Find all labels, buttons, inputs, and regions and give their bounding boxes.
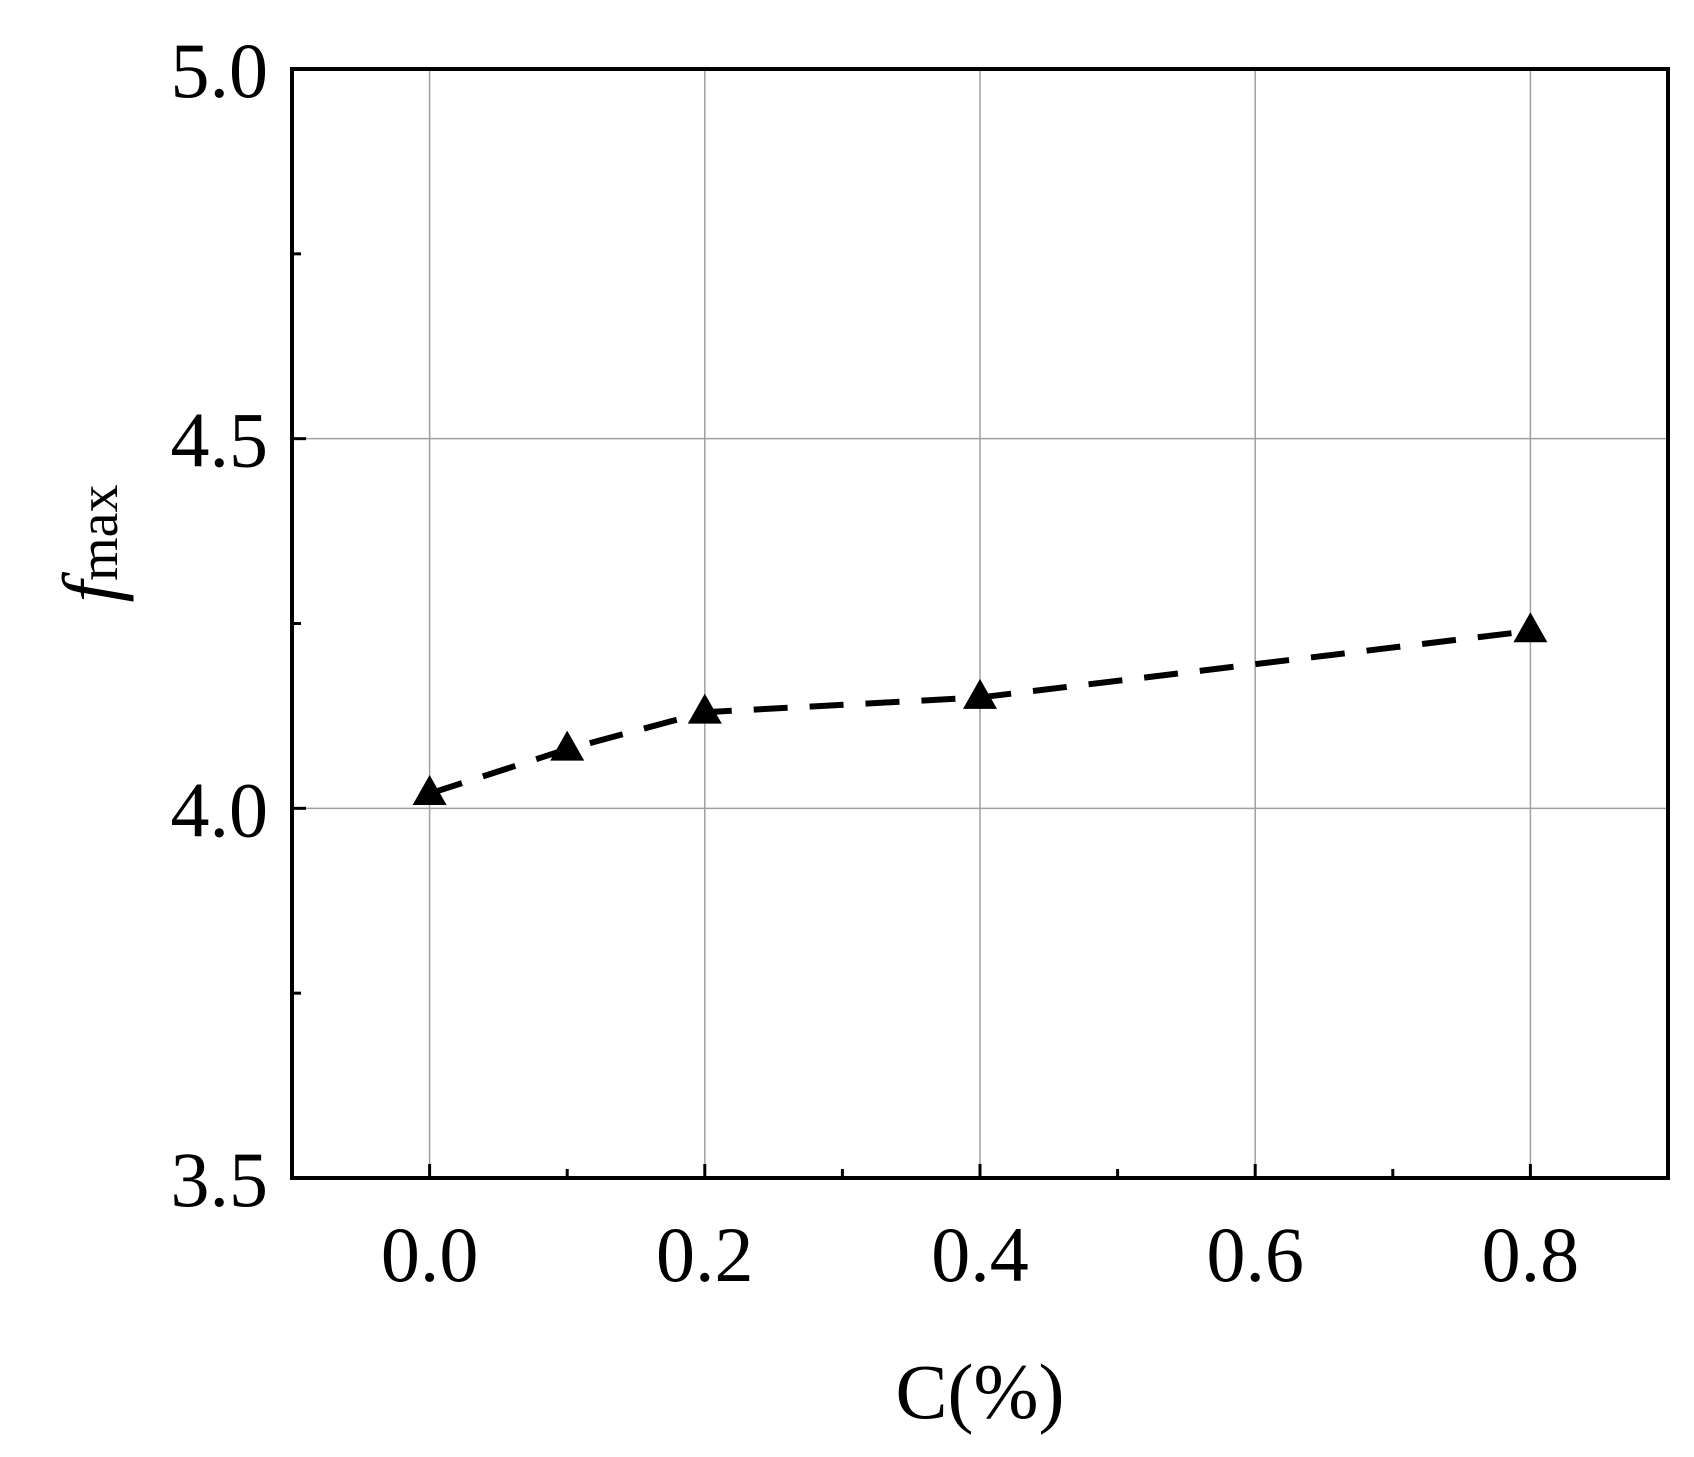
data-point-triangle [963, 678, 997, 709]
x-tick-label: 0.2 [656, 1211, 754, 1298]
data-point-triangle [550, 730, 585, 761]
x-axis-title: C(%) [896, 1348, 1065, 1435]
data-point-triangle [1513, 612, 1548, 643]
x-tick-label: 0.6 [1206, 1211, 1304, 1298]
x-tick-label: 0.4 [931, 1211, 1029, 1298]
y-axis-title: fmax [47, 484, 134, 602]
x-tick-label: 0.8 [1482, 1211, 1580, 1298]
x-tick-label: 0.0 [381, 1211, 479, 1298]
series-layer [412, 612, 1548, 805]
y-tick-label: 5.0 [171, 27, 269, 114]
tick-labels: 0.0 0.2 0.4 0.6 0.8 3.5 4.0 4.5 5.0 [171, 27, 1580, 1298]
y-axis-title-subscript: max [68, 484, 130, 580]
grid-lines [292, 68, 1668, 1179]
y-tick-label: 4.5 [171, 397, 269, 484]
axis-ticks [292, 67, 1532, 1180]
data-point-triangle [687, 693, 722, 724]
data-point-triangle [412, 774, 447, 805]
y-tick-label: 3.5 [171, 1136, 269, 1223]
y-tick-label: 4.0 [171, 766, 269, 853]
